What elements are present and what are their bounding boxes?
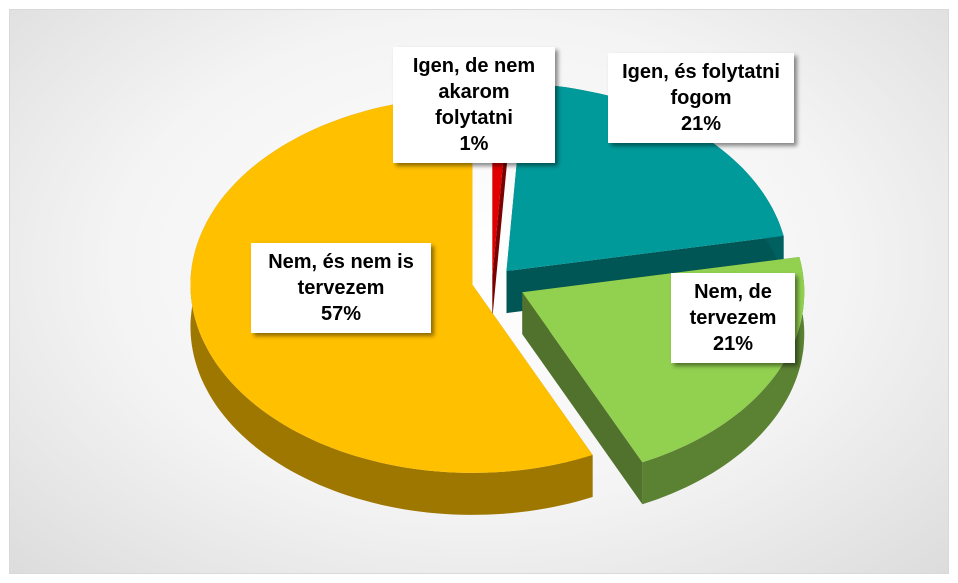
slice-outer-wall <box>190 96 593 515</box>
slice <box>506 83 784 272</box>
data-label-value: 1% <box>459 133 489 155</box>
data-label: Igen, és folytatni fogom 21% <box>608 53 794 143</box>
slice-outer-wall <box>642 257 805 505</box>
data-label-value: 21% <box>712 333 754 355</box>
data-label: Igen, de nem akarom folytatni 1% <box>393 47 555 163</box>
data-label: Nem, és nem is tervezem 57% <box>251 243 431 333</box>
data-label: Nem, de tervezem 21% <box>671 273 795 363</box>
data-label-category: Nem, és nem is tervezem <box>268 251 414 299</box>
data-label-category: Igen, és folytatni fogom <box>622 61 780 109</box>
data-label-value: 57% <box>320 303 362 325</box>
data-label-category: Igen, de nem akarom folytatni <box>412 55 536 129</box>
slice-cut-wall <box>522 292 643 505</box>
data-label-category: Nem, de tervezem <box>689 281 777 329</box>
data-label-value: 21% <box>680 113 722 135</box>
